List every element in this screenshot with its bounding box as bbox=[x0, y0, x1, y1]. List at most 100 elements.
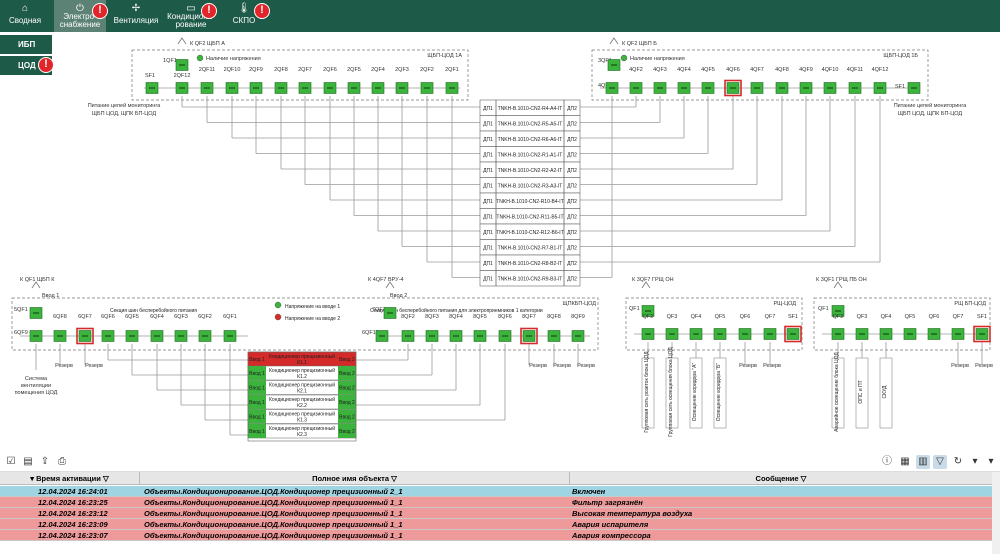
breaker-QF3[interactable] bbox=[855, 328, 869, 340]
breaker-qf1[interactable] bbox=[831, 305, 845, 317]
breaker-sf1[interactable] bbox=[145, 82, 159, 94]
breaker-QF4[interactable] bbox=[689, 328, 703, 340]
breaker-2QF1[interactable] bbox=[445, 82, 459, 94]
breaker-8QF5[interactable] bbox=[473, 330, 487, 342]
breaker-8QF3[interactable] bbox=[425, 330, 439, 342]
breaker-2QF10[interactable] bbox=[225, 82, 239, 94]
document-check-icon[interactable]: ▤ bbox=[23, 456, 33, 467]
breaker-2QF7[interactable] bbox=[298, 82, 312, 94]
breaker-QF6[interactable] bbox=[738, 328, 752, 340]
chevron-down-icon[interactable]: ▾ bbox=[988, 456, 994, 467]
filter-icon[interactable]: ▽ bbox=[933, 455, 947, 469]
breaker-6QF8[interactable] bbox=[53, 330, 67, 342]
breaker-SF1[interactable] bbox=[973, 325, 991, 343]
breaker-2QF5[interactable] bbox=[347, 82, 361, 94]
breaker-QF2[interactable] bbox=[831, 328, 845, 340]
breaker-8QF2[interactable] bbox=[401, 330, 415, 342]
breaker-QF7[interactable] bbox=[951, 328, 965, 340]
column-header-object[interactable]: Полное имя объекта ▽ bbox=[140, 472, 570, 485]
tab-power-supply[interactable]: ⏻ Электро-снабжение ! bbox=[54, 0, 108, 32]
table-row[interactable]: 12.04.2024 16:23:09 Объекты.Кондициониров… bbox=[0, 519, 992, 530]
breaker-2QF9[interactable] bbox=[249, 82, 263, 94]
breaker-6QF5[interactable] bbox=[125, 330, 139, 342]
ac-input-2: Ввод 2 bbox=[339, 357, 355, 363]
print-icon[interactable]: ⎙ bbox=[58, 456, 66, 467]
breaker-4QF5[interactable] bbox=[701, 82, 715, 94]
breaker-QF5[interactable] bbox=[713, 328, 727, 340]
breaker-6QF2[interactable] bbox=[198, 330, 212, 342]
column-header-message[interactable]: Сообщение ▽ bbox=[755, 474, 807, 483]
breaker-2qf12[interactable] bbox=[175, 82, 189, 94]
scrollbar[interactable] bbox=[992, 472, 1000, 554]
breaker-4QF4[interactable] bbox=[677, 82, 691, 94]
columns-icon[interactable]: ▥ bbox=[916, 455, 930, 469]
sidebar-item-dc[interactable]: ЦОД ! bbox=[0, 56, 54, 75]
export-icon[interactable]: ⇪ bbox=[40, 456, 50, 467]
breaker-2QF2[interactable] bbox=[420, 82, 434, 94]
table-row[interactable]: 12.04.2024 16:23:12 Объекты.Кондициониров… bbox=[0, 508, 992, 519]
breaker-4QF8[interactable] bbox=[775, 82, 789, 94]
breaker-QF6[interactable] bbox=[927, 328, 941, 340]
breaker-8QF9[interactable] bbox=[571, 330, 585, 342]
acknowledge-icon[interactable]: ☑ bbox=[6, 456, 16, 467]
breaker-4QF3[interactable] bbox=[653, 82, 667, 94]
breaker-6QF3[interactable] bbox=[174, 330, 188, 342]
tab-air-conditioning[interactable]: ▭ Кондициони-рование ! bbox=[164, 0, 218, 32]
breaker-2QF4[interactable] bbox=[371, 82, 385, 94]
breaker-QF4[interactable] bbox=[879, 328, 893, 340]
feed-label: К 3QF7 ГРЩ ОН bbox=[632, 277, 674, 283]
breaker-QF7[interactable] bbox=[763, 328, 777, 340]
rack-input-2: ДП2 bbox=[567, 137, 577, 143]
breaker-5qf1[interactable] bbox=[29, 307, 43, 319]
rack-name: TNKH-B.1010-CN2-R11-B5-IT bbox=[496, 215, 563, 221]
breaker-label: 4QF6 bbox=[726, 67, 740, 73]
chevron-down-icon[interactable]: ▾ bbox=[972, 456, 978, 467]
breaker-6QF7[interactable] bbox=[76, 327, 94, 345]
breaker-4qf1[interactable] bbox=[605, 82, 619, 94]
breaker-3qf1[interactable] bbox=[607, 59, 621, 71]
breaker-8QF4[interactable] bbox=[449, 330, 463, 342]
table-row[interactable]: 12.04.2024 16:23:25 Объекты.Кондициониров… bbox=[0, 497, 992, 508]
breaker-SF1[interactable] bbox=[784, 325, 802, 343]
breaker-8QF8[interactable] bbox=[547, 330, 561, 342]
breaker-8QF7[interactable] bbox=[520, 327, 538, 345]
breaker-4QF7[interactable] bbox=[750, 82, 764, 94]
breaker-6QF6[interactable] bbox=[101, 330, 115, 342]
breaker-QF2[interactable] bbox=[641, 328, 655, 340]
breaker-4QF6[interactable] bbox=[724, 79, 742, 97]
breaker-6QF4[interactable] bbox=[150, 330, 164, 342]
sidebar-item-ups[interactable]: ИБП bbox=[0, 35, 52, 54]
breaker-6QF1[interactable] bbox=[223, 330, 237, 342]
info-icon[interactable]: ⓘ bbox=[882, 456, 892, 467]
sort-icon: ▾ bbox=[30, 474, 37, 483]
notes-icon[interactable]: ▦ bbox=[900, 456, 910, 467]
breaker-sf1[interactable] bbox=[907, 82, 921, 94]
breaker-2QF3[interactable] bbox=[395, 82, 409, 94]
outgoing-label: Резерв bbox=[85, 363, 103, 369]
tab-skpo[interactable]: 🌡 СКПО ! bbox=[222, 0, 270, 32]
column-header-time[interactable]: ▾ Время активации ▽ bbox=[0, 472, 140, 485]
reset-filter-icon[interactable]: ↻ bbox=[953, 456, 963, 467]
tab-summary[interactable]: ⌂ Сводная bbox=[0, 0, 50, 32]
breaker-8QF6[interactable] bbox=[498, 330, 512, 342]
rack-name: TNKH-B.1010-CN2-R7-B1-IT bbox=[498, 246, 563, 252]
table-row[interactable]: 12.04.2024 16:24:01 Объекты.Кондициониров… bbox=[0, 486, 992, 497]
breaker-4QF10[interactable] bbox=[823, 82, 837, 94]
breaker-4QF2[interactable] bbox=[629, 82, 643, 94]
breaker-1qf1[interactable] bbox=[175, 59, 189, 71]
breaker-4QF9[interactable] bbox=[799, 82, 813, 94]
breaker-2QF6[interactable] bbox=[323, 82, 337, 94]
table-row[interactable]: 12.04.2024 16:23:07 Объекты.Кондициониров… bbox=[0, 530, 992, 541]
breaker-7qf1[interactable] bbox=[383, 307, 397, 319]
breaker-6qf10[interactable] bbox=[375, 330, 389, 342]
breaker-QF3[interactable] bbox=[665, 328, 679, 340]
breaker-QF5[interactable] bbox=[903, 328, 917, 340]
breaker-2QF8[interactable] bbox=[274, 82, 288, 94]
tab-ventilation[interactable]: ✢ Вентиляция bbox=[110, 0, 162, 32]
breaker-4QF11[interactable] bbox=[848, 82, 862, 94]
alert-icon: ! bbox=[254, 3, 270, 19]
breaker-6qf9[interactable] bbox=[29, 330, 43, 342]
breaker-qf1[interactable] bbox=[641, 305, 655, 317]
breaker-4QF12[interactable] bbox=[873, 82, 887, 94]
breaker-2QF11[interactable] bbox=[200, 82, 214, 94]
